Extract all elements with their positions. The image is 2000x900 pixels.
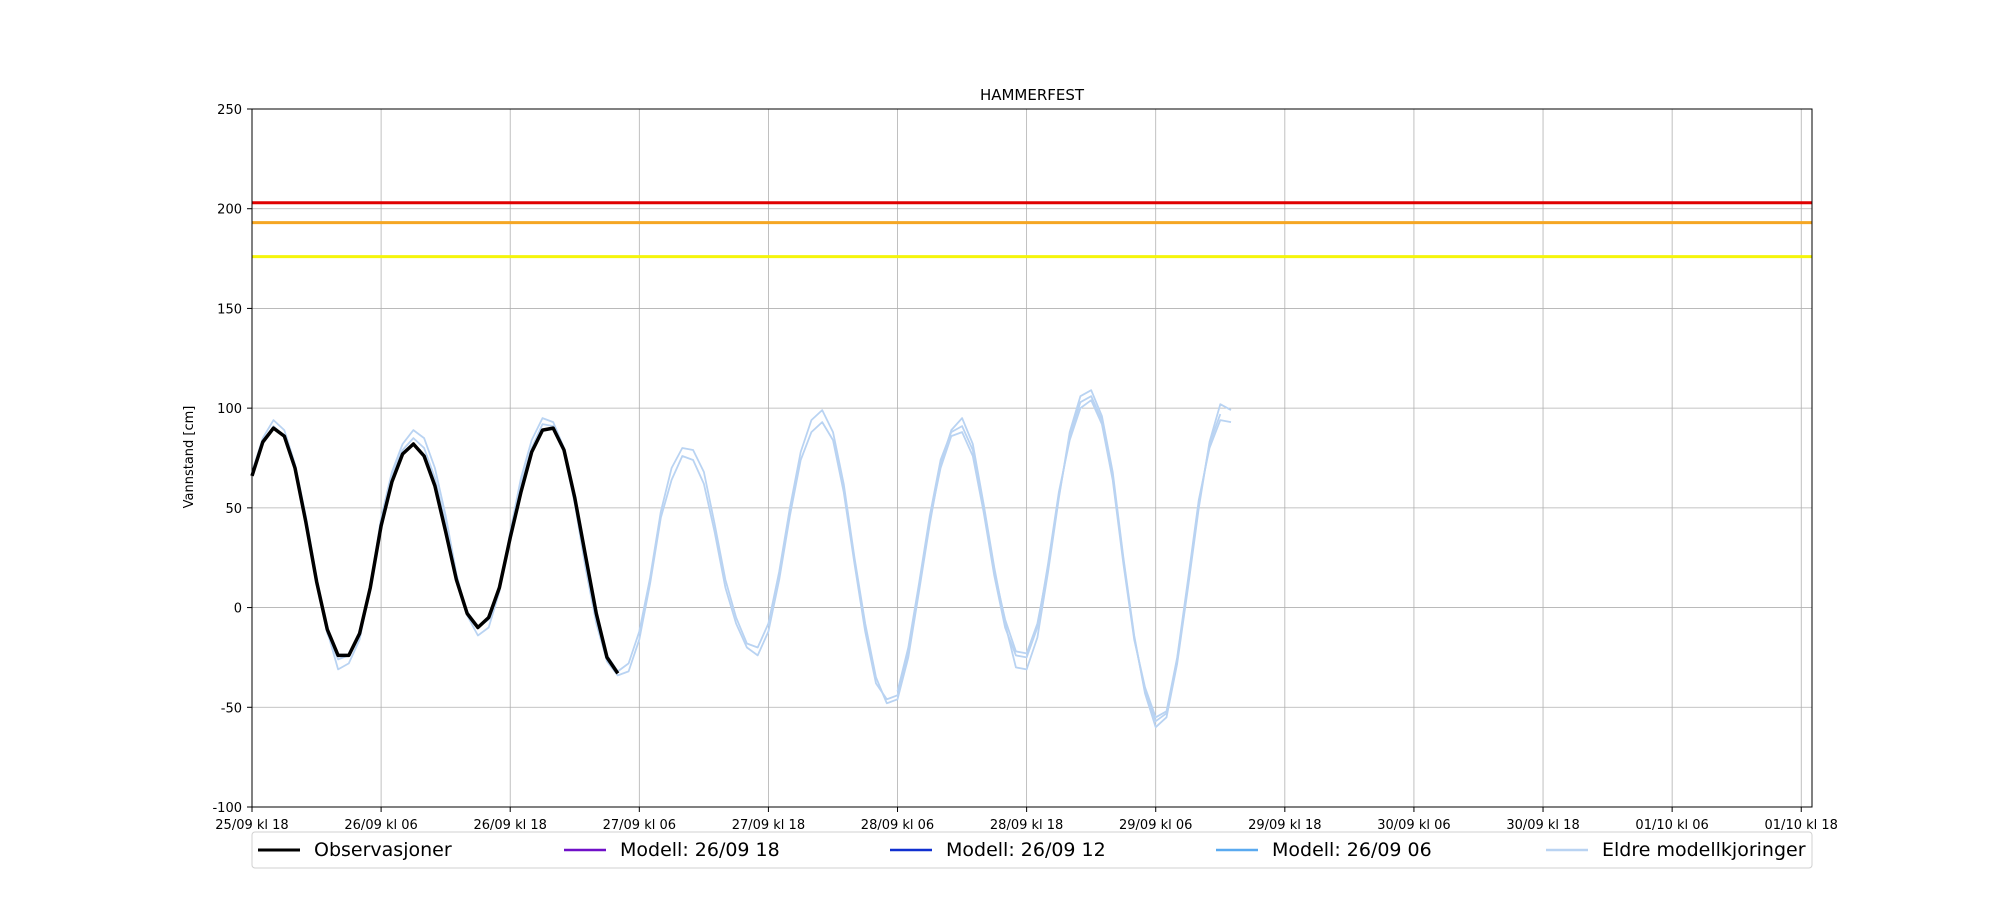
threshold-lines [252,201,1812,259]
x-tick-label: 29/09 kl 18 [1248,818,1321,833]
x-tick-label: 27/09 kl 06 [603,818,676,833]
legend-label: Modell: 26/09 12 [946,839,1106,861]
legend-label: Modell: 26/09 18 [620,839,780,861]
x-tick-label: 01/10 kl 18 [1765,818,1838,833]
y-tick-label: -50 [221,701,242,716]
series-layer [250,389,1232,729]
x-tick-label: 26/09 kl 06 [344,818,417,833]
series-line-eldre-modellkjoringer [251,399,1232,719]
legend-label: Modell: 26/09 06 [1272,839,1432,861]
x-tick-label: 25/09 kl 18 [215,818,288,833]
x-tick-label: 30/09 kl 06 [1377,818,1450,833]
y-tick-label: 100 [217,402,242,417]
y-tick-label: 50 [225,502,242,517]
y-tick-label: 250 [217,103,242,118]
x-tick-label: 28/09 kl 18 [990,818,1063,833]
x-tick-label: 26/09 kl 18 [473,818,546,833]
legend-box [251,831,1813,869]
series-line-eldre-modellkjoringer [251,389,1232,729]
y-tick-label: 150 [217,302,242,317]
x-tick-label: 30/09 kl 18 [1506,818,1579,833]
x-axis-ticks: 25/09 kl 18 26/09 kl 06 26/09 kl 18 27/09 k… [215,807,1838,833]
chart-title: HAMMERFEST [980,86,1085,104]
gridlines [251,108,1812,808]
y-axis-ticks: -100 -50 0 50 100 150 200 250 [212,103,252,816]
x-tick-label: 01/10 kl 06 [1635,818,1708,833]
legend-label: Eldre modellkjoringer [1602,839,1806,861]
legend-label: Observasjoner [314,839,452,861]
y-tick-label: -100 [212,801,242,816]
x-tick-label: 28/09 kl 06 [861,818,934,833]
series-line-observasjoner [250,426,620,675]
x-tick-label: 27/09 kl 18 [732,818,805,833]
y-tick-label: 200 [217,203,242,218]
y-tick-label: 0 [234,602,242,617]
y-axis-label: Vannstand [cm] [182,406,197,509]
series-line-eldre-modellkjoringer [896,395,1222,723]
x-tick-label: 29/09 kl 06 [1119,818,1192,833]
legend: Observasjoner Modell: 26/09 18 Modell: 26/… [251,831,1813,869]
plot-frame [251,108,1813,808]
